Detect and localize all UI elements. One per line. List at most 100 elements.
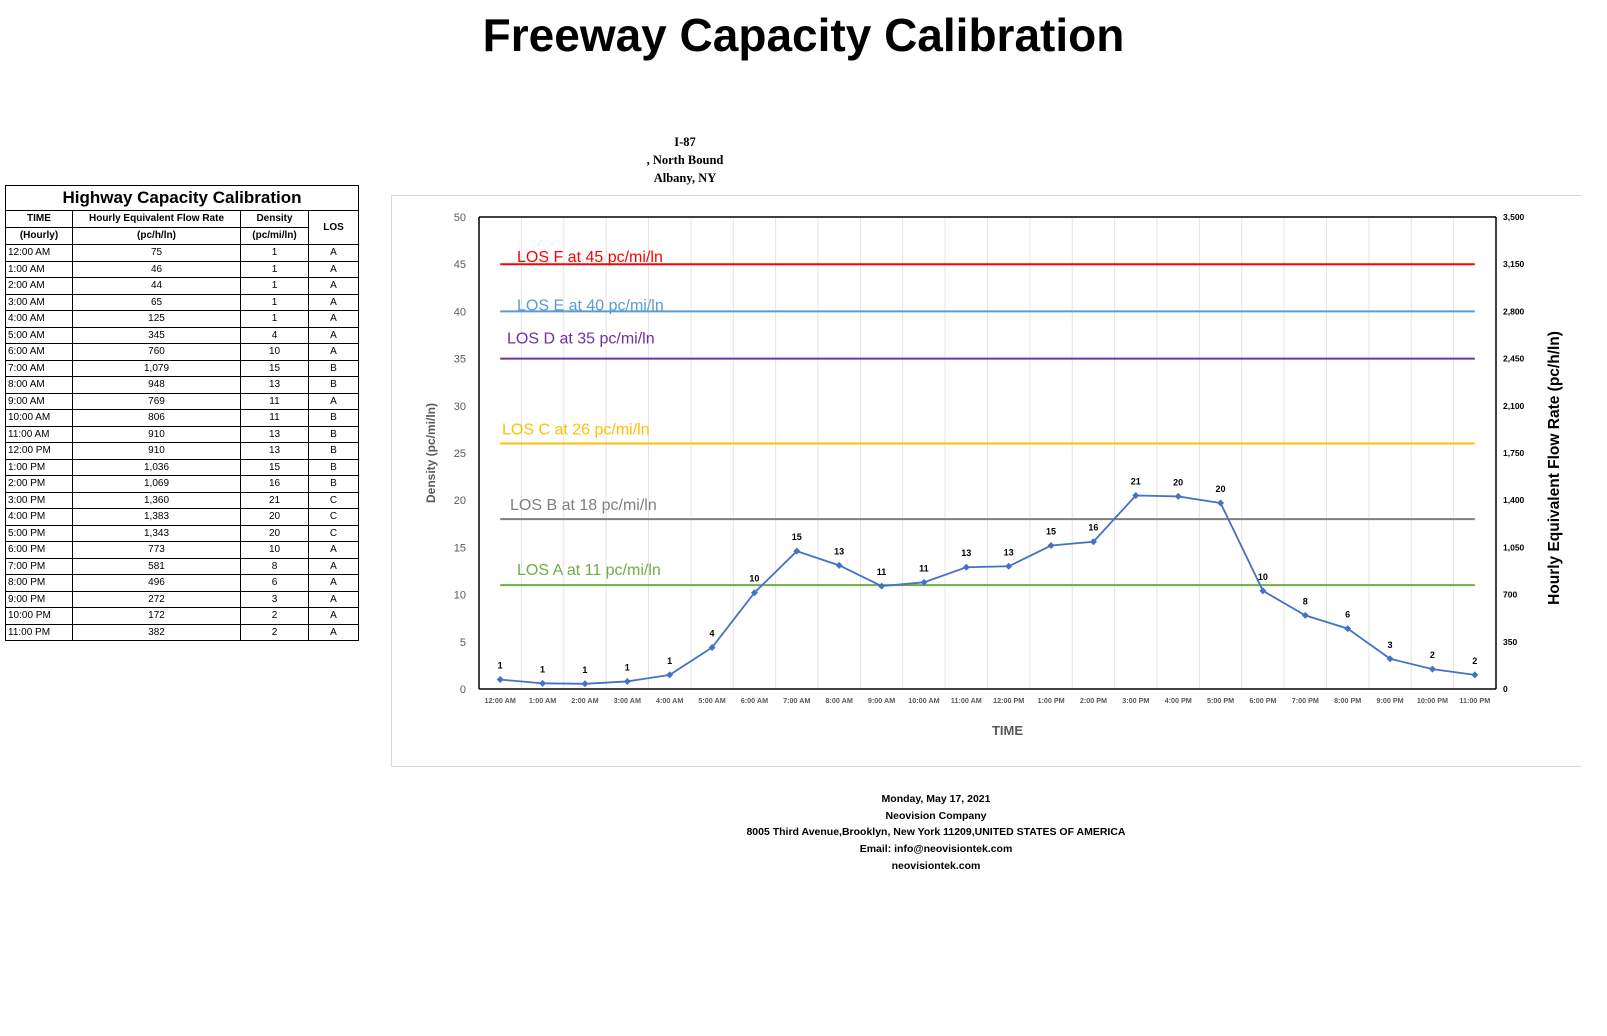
time-header: TIME — [5, 210, 73, 228]
flow-cell: 272 — [72, 590, 241, 608]
data-point — [1301, 611, 1309, 619]
density-cell: 2 — [240, 623, 309, 641]
flow-cell: 44 — [72, 277, 241, 295]
y2-tick-label: 2,100 — [1503, 401, 1525, 411]
time-cell: 6:00 PM — [5, 541, 73, 559]
flow-cell: 46 — [72, 260, 241, 278]
y-tick-label: 30 — [454, 401, 466, 413]
x-tick-label: 6:00 AM — [741, 696, 768, 705]
time-cell: 5:00 AM — [5, 326, 73, 344]
time-cell: 6:00 AM — [5, 343, 73, 361]
data-point — [1132, 491, 1140, 499]
density-series-line — [500, 494, 1475, 685]
density-cell: 1 — [240, 293, 309, 311]
data-label: 1 — [498, 661, 503, 671]
flow-header-unit: (pc/h/ln) — [72, 227, 241, 245]
y-tick-label: 0 — [460, 684, 466, 696]
density-cell: 10 — [240, 541, 309, 559]
time-cell: 3:00 PM — [5, 491, 73, 509]
table-row: 9:00 AM 769 11 A — [5, 392, 359, 410]
los-cell: A — [308, 277, 359, 295]
x-tick-label: 4:00 AM — [656, 696, 683, 705]
table-row: 10:00 AM 806 11 B — [5, 409, 359, 427]
y2-tick-label: 3,500 — [1503, 212, 1525, 222]
table-row: 7:00 AM 1,079 15 B — [5, 359, 359, 377]
time-cell: 8:00 AM — [5, 376, 73, 394]
chart-heading-route: I-87 — [674, 135, 696, 149]
los-cell: C — [308, 491, 359, 509]
density-cell: 11 — [240, 409, 309, 427]
footer-company: Neovision Company — [885, 809, 987, 822]
density-cell: 4 — [240, 326, 309, 344]
y2-tick-label: 350 — [1503, 637, 1517, 647]
table-row: 10:00 PM 172 2 A — [5, 607, 359, 625]
y-tick-label: 15 — [454, 542, 466, 554]
x-tick-label: 2:00 PM — [1080, 696, 1107, 705]
table-row: 4:00 PM 1,383 20 C — [5, 508, 359, 526]
data-label: 1 — [582, 665, 587, 675]
table-row: 1:00 AM 46 1 A — [5, 260, 359, 278]
time-cell: 2:00 PM — [5, 475, 73, 493]
flow-cell: 1,360 — [72, 491, 241, 509]
x-axis-title: TIME — [992, 723, 1023, 738]
density-cell: 10 — [240, 343, 309, 361]
los-cell: A — [308, 623, 359, 641]
flow-cell: 910 — [72, 425, 241, 443]
flow-cell: 806 — [72, 409, 241, 427]
los-cell: A — [308, 541, 359, 559]
flow-cell: 760 — [72, 343, 241, 361]
time-cell: 8:00 PM — [5, 574, 73, 592]
data-point — [1259, 587, 1267, 595]
density-cell: 20 — [240, 524, 309, 542]
los-cell: B — [308, 376, 359, 394]
data-label: 4 — [710, 628, 715, 638]
x-tick-label: 7:00 PM — [1292, 696, 1319, 705]
threshold-label: LOS A at 11 pc/mi/ln — [517, 562, 661, 579]
data-point — [1428, 665, 1436, 673]
density-cell: 15 — [240, 359, 309, 377]
flow-cell: 1,343 — [72, 524, 241, 542]
data-label: 10 — [749, 574, 759, 584]
flow-cell: 172 — [72, 607, 241, 625]
table-row: 5:00 AM 345 4 A — [5, 326, 359, 344]
x-tick-label: 7:00 AM — [783, 696, 810, 705]
density-cell: 13 — [240, 376, 309, 394]
y-tick-label: 45 — [454, 259, 466, 271]
flow-cell: 1,383 — [72, 508, 241, 526]
table-row: 2:00 AM 44 1 A — [5, 277, 359, 295]
table-row: 4:00 AM 125 1 A — [5, 310, 359, 328]
los-cell: A — [308, 310, 359, 328]
los-cell: A — [308, 293, 359, 311]
threshold-label: LOS C at 26 pc/mi/ln — [502, 422, 650, 439]
chart-heading-location: Albany, NY — [653, 171, 717, 185]
table-row: 3:00 PM 1,360 21 C — [5, 491, 359, 509]
y-tick-label: 25 — [454, 448, 466, 460]
y-tick-label: 20 — [454, 495, 466, 507]
flow-cell: 1,036 — [72, 458, 241, 476]
data-label: 20 — [1173, 477, 1183, 487]
y-tick-label: 10 — [454, 590, 466, 602]
time-cell: 7:00 PM — [5, 557, 73, 575]
y2-tick-label: 2,450 — [1503, 354, 1525, 364]
data-label: 10 — [1258, 572, 1268, 582]
los-cell: A — [308, 574, 359, 592]
x-tick-label: 3:00 PM — [1122, 696, 1149, 705]
time-cell: 12:00 PM — [5, 442, 73, 460]
x-tick-label: 8:00 PM — [1334, 696, 1361, 705]
data-label: 15 — [792, 532, 802, 542]
footer-email: Email: info@neovisiontek.com — [859, 843, 1013, 856]
flow-cell: 125 — [72, 310, 241, 328]
density-cell: 13 — [240, 425, 309, 443]
flow-cell: 382 — [72, 623, 241, 641]
density-cell: 20 — [240, 508, 309, 526]
x-tick-label: 3:00 AM — [614, 696, 641, 705]
y-axis-title: Density (pc/mi/ln) — [424, 403, 438, 503]
data-point — [878, 582, 886, 590]
y2-tick-label: 1,400 — [1503, 495, 1525, 505]
los-cell: B — [308, 409, 359, 427]
x-tick-label: 2:00 AM — [571, 696, 598, 705]
x-tick-label: 5:00 PM — [1207, 696, 1234, 705]
data-point — [1005, 562, 1013, 570]
x-tick-label: 10:00 AM — [908, 696, 939, 705]
y2-tick-label: 1,050 — [1503, 542, 1525, 552]
